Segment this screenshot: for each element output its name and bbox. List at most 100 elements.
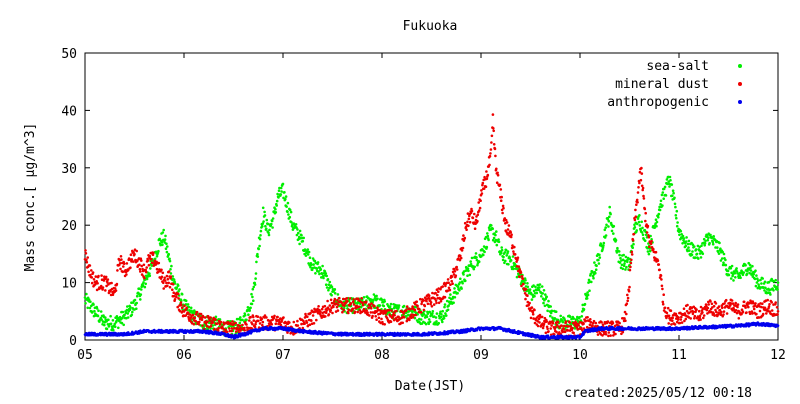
data-point (332, 305, 335, 309)
data-point (707, 303, 710, 306)
data-point (163, 276, 166, 280)
data-point (429, 301, 433, 304)
data-point (504, 248, 508, 252)
data-point (317, 305, 320, 308)
data-point (659, 274, 663, 277)
data-point (430, 305, 434, 308)
data-point (378, 304, 382, 307)
data-point (670, 183, 674, 186)
data-point (184, 314, 188, 317)
data-point (135, 307, 138, 311)
data-point (272, 316, 276, 320)
data-point (191, 313, 195, 317)
data-point (273, 314, 276, 318)
data-point (305, 321, 309, 324)
data-point (277, 196, 280, 199)
data-point (662, 197, 665, 200)
data-point (682, 307, 686, 311)
data-point (443, 295, 447, 299)
data-point (119, 254, 123, 258)
data-point (716, 246, 719, 249)
data-point (328, 280, 332, 284)
data-point (176, 305, 179, 309)
data-point (693, 317, 696, 320)
data-point (314, 272, 317, 275)
data-point (261, 222, 265, 225)
data-point (435, 312, 439, 315)
data-point (684, 317, 688, 321)
data-point (519, 271, 523, 274)
data-point (330, 285, 334, 289)
data-point (470, 256, 474, 260)
data-point (601, 334, 604, 337)
data-point (333, 288, 337, 291)
data-point (97, 274, 100, 278)
data-point (122, 323, 125, 327)
data-point (598, 256, 602, 259)
data-point (160, 275, 164, 279)
data-point (250, 327, 254, 330)
data-point (584, 319, 588, 323)
data-point (636, 191, 640, 194)
data-point (602, 330, 606, 334)
data-point (105, 284, 108, 288)
data-point (503, 217, 507, 220)
data-point (745, 272, 749, 276)
data-point (502, 206, 505, 210)
data-point (402, 312, 405, 315)
data-point (513, 253, 517, 256)
data-point (295, 233, 299, 237)
data-point (434, 316, 438, 319)
data-point (733, 271, 737, 275)
data-point (594, 268, 598, 272)
data-point (264, 224, 267, 228)
data-point (600, 321, 603, 324)
data-point (320, 307, 324, 311)
data-point (693, 245, 696, 248)
data-point (640, 184, 644, 188)
data-point (271, 226, 274, 229)
data-point (91, 271, 95, 274)
data-point (145, 277, 149, 281)
data-point (243, 329, 246, 332)
data-point (90, 281, 94, 285)
data-point (598, 253, 601, 257)
data-point (225, 330, 229, 334)
data-point (601, 248, 604, 251)
data-point (463, 221, 467, 225)
data-point (267, 231, 270, 235)
data-point (328, 304, 332, 307)
data-point (376, 306, 379, 310)
data-point (326, 278, 330, 281)
data-point (477, 209, 481, 212)
data-point (533, 308, 536, 312)
data-point (296, 319, 299, 323)
data-point (414, 303, 417, 306)
data-point (298, 229, 302, 233)
legend-marker (738, 82, 742, 86)
data-point (270, 222, 273, 226)
data-point (549, 314, 552, 318)
data-point (739, 276, 742, 280)
data-point (501, 204, 505, 208)
data-point (356, 310, 360, 314)
data-point (660, 278, 663, 281)
data-point (546, 309, 549, 313)
data-point (171, 288, 174, 292)
data-point (623, 310, 627, 314)
data-point (673, 323, 677, 326)
data-point (480, 189, 483, 192)
data-point (543, 304, 547, 308)
data-point (612, 232, 615, 235)
data-point (680, 315, 683, 319)
data-point (505, 221, 509, 224)
data-point (214, 318, 217, 321)
data-point (93, 309, 96, 313)
data-point (641, 186, 645, 190)
data-point (133, 252, 136, 256)
data-point (484, 185, 488, 188)
data-point (546, 327, 549, 331)
data-point (498, 183, 502, 187)
data-point (383, 323, 387, 326)
data-point (86, 256, 89, 259)
